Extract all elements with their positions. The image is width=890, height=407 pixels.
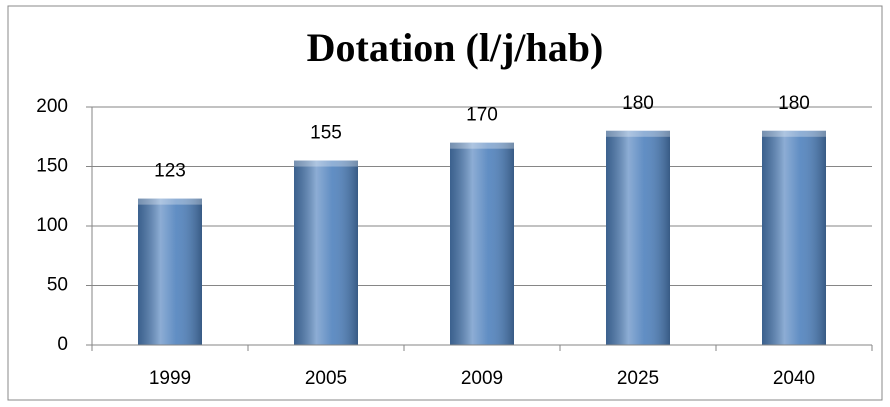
bar-cap (606, 130, 670, 137)
x-tick-label: 1999 (149, 368, 191, 389)
x-tick-label: 2040 (773, 368, 815, 389)
x-tick-label: 2009 (461, 368, 503, 389)
data-label: 180 (622, 93, 654, 114)
bar-shine (606, 130, 670, 345)
bar-shine (138, 198, 202, 345)
bar-shine (294, 160, 358, 345)
bar-cap (138, 198, 202, 205)
x-tick-label: 2005 (305, 368, 347, 389)
data-label: 155 (310, 123, 342, 144)
y-tick-label: 0 (57, 334, 68, 355)
data-label: 123 (154, 161, 186, 182)
y-tick-label: 150 (36, 156, 68, 177)
bar-cap (294, 160, 358, 167)
bar-cap (450, 142, 514, 149)
data-label: 180 (778, 93, 810, 114)
bar-shine (762, 130, 826, 345)
y-tick-label: 50 (47, 275, 68, 296)
x-tick-label: 2025 (617, 368, 659, 389)
bar-shine (450, 142, 514, 345)
data-label: 170 (466, 105, 498, 126)
chart-title: Dotation (l/j/hab) (307, 25, 604, 70)
y-tick-label: 100 (36, 215, 68, 236)
y-tick-label: 200 (36, 96, 68, 117)
bar-cap (762, 130, 826, 137)
